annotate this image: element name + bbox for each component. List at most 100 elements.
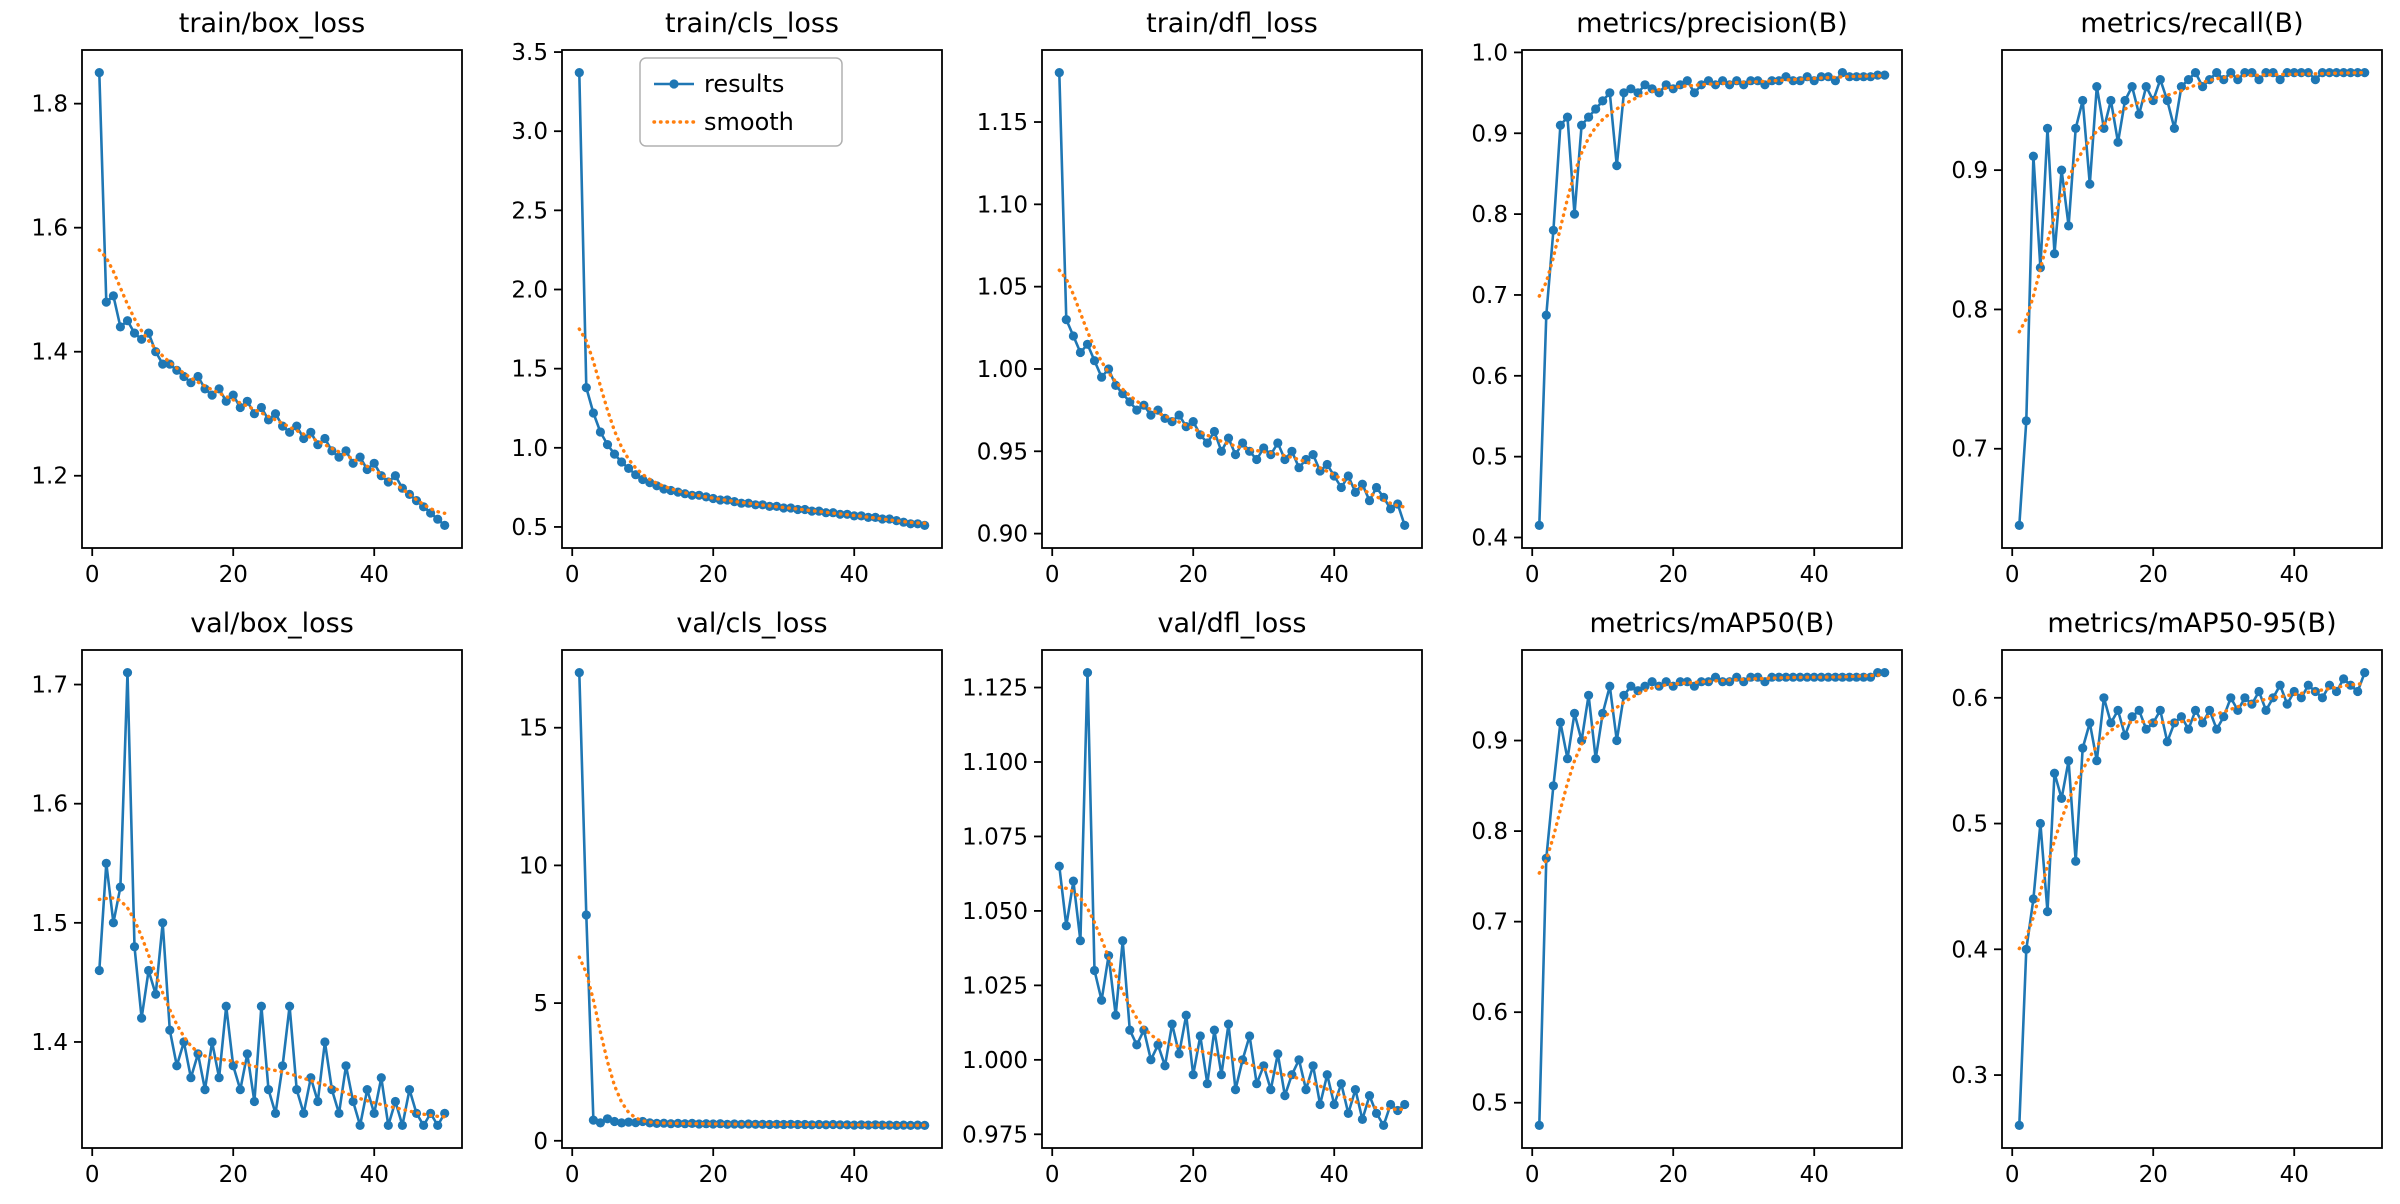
results-marker [1252, 454, 1262, 465]
results-marker [1075, 347, 1085, 358]
results-marker [207, 1037, 217, 1047]
results-marker [2141, 724, 2151, 734]
results-marker [292, 421, 302, 431]
subplot-title: train/box_loss [179, 8, 365, 39]
subplot-canvas: metrics/recall(B) 0 20 40 0.7 0.8 0.9 [1951, 8, 2383, 588]
x-tick-label: 40 [1320, 1162, 1349, 1188]
results-marker [376, 1073, 386, 1083]
results-marker [1336, 482, 1346, 493]
results-marker [292, 1085, 302, 1095]
y-tick-label: 0.5 [1951, 812, 1988, 838]
results-marker [2190, 68, 2201, 78]
legend-smooth-label: smooth [704, 108, 794, 136]
results-marker [1626, 681, 1636, 691]
smooth-line [2017, 681, 2367, 951]
results-marker [2162, 95, 2172, 106]
results-marker [2296, 693, 2306, 703]
results-marker [362, 464, 372, 475]
results-marker [694, 1119, 704, 1129]
results-marker [1054, 68, 1064, 78]
results-marker [1379, 492, 1389, 502]
y-tick-label: 1.050 [962, 899, 1028, 925]
results-marker [1612, 161, 1622, 171]
y-tick-label: 2.5 [511, 198, 548, 224]
results-marker [383, 1120, 393, 1130]
results-marker [433, 514, 443, 524]
results-marker [186, 1073, 196, 1083]
results-marker [440, 520, 450, 531]
results-marker [2198, 718, 2208, 728]
y-tick-label: 0.8 [1471, 202, 1508, 228]
results-marker [2353, 68, 2363, 78]
x-tick-label: 20 [2139, 562, 2168, 588]
x-tick-label: 0 [1525, 562, 1540, 588]
results-marker [355, 452, 365, 462]
results-marker [1216, 1070, 1226, 1080]
smooth-line [577, 327, 927, 525]
results-marker [1181, 1010, 1191, 1020]
x-tick-label: 40 [1800, 1162, 1829, 1188]
results-marker [2028, 151, 2038, 161]
x-tick-label: 40 [840, 562, 869, 588]
results-line [1538, 71, 1885, 526]
results-marker [1548, 225, 1558, 235]
results-line [1058, 671, 1406, 1127]
results-marker [2106, 718, 2116, 728]
results-marker [1230, 1085, 1241, 1095]
subplot-train-cls-loss: train/cls_loss 0 20 40 0.5 1.0 1.5 2.0 2.5 3.0 3.5… [480, 0, 960, 600]
results-marker [1273, 438, 1283, 448]
y-tick-label: 0.975 [962, 1122, 1028, 1148]
y-tick-label: 0.6 [1471, 364, 1508, 390]
results-marker [1343, 1108, 1353, 1118]
results-marker [2014, 520, 2024, 531]
results-marker [1266, 1085, 1276, 1095]
results-marker [1322, 1070, 1332, 1080]
axes-frame [2001, 649, 2383, 1149]
axes-frame [1521, 649, 1903, 1149]
results-marker [1584, 690, 1594, 700]
results-marker [1830, 672, 1840, 682]
y-tick-label: 0.95 [977, 439, 1028, 465]
results-marker [404, 1085, 415, 1095]
results-marker [800, 504, 810, 515]
y-tick-label: 0.5 [1471, 1091, 1508, 1117]
subplot-title: metrics/mAP50(B) [1589, 608, 1834, 639]
x-tick-label: 20 [699, 562, 728, 588]
results-marker [779, 1119, 789, 1130]
results-marker [2310, 75, 2320, 85]
subplot-metrics-map50-b: metrics/mAP50(B) 0 20 40 0.5 0.6 0.7 0.8 0.9 [1440, 600, 1920, 1200]
y-tick-label: 1.025 [962, 973, 1028, 999]
results-marker [306, 427, 316, 437]
results-marker [1400, 1099, 1410, 1110]
results-marker [602, 440, 613, 450]
results-marker [1591, 104, 1601, 114]
y-tick-label: 1.05 [977, 275, 1028, 301]
results-marker [172, 1061, 182, 1071]
y-tick-label: 0.9 [1471, 729, 1508, 755]
results-marker [574, 68, 584, 78]
y-tick-label: 1.100 [962, 750, 1028, 776]
results-marker [1089, 356, 1100, 366]
results-marker [1774, 76, 1784, 86]
results-marker [1054, 861, 1064, 871]
results-marker [870, 512, 880, 523]
results-marker [1315, 1099, 1325, 1110]
y-tick-label: 0.9 [1951, 158, 1988, 184]
results-marker [1343, 471, 1353, 481]
results-marker [263, 1085, 274, 1095]
results-marker [807, 506, 817, 516]
results-marker [2113, 705, 2123, 715]
y-tick-label: 0.4 [1951, 937, 1988, 963]
results-marker [2303, 680, 2313, 690]
results-marker [2339, 68, 2349, 78]
results-marker [1273, 1049, 1283, 1059]
results-marker [722, 495, 732, 505]
results-marker [2155, 75, 2165, 85]
results-marker [1350, 1085, 1360, 1095]
results-marker [1097, 995, 1107, 1005]
results-marker [2346, 68, 2356, 78]
results-marker [2353, 686, 2363, 697]
results-marker [397, 1120, 407, 1130]
results-marker [101, 297, 111, 307]
x-tick-label: 0 [1045, 562, 1060, 588]
